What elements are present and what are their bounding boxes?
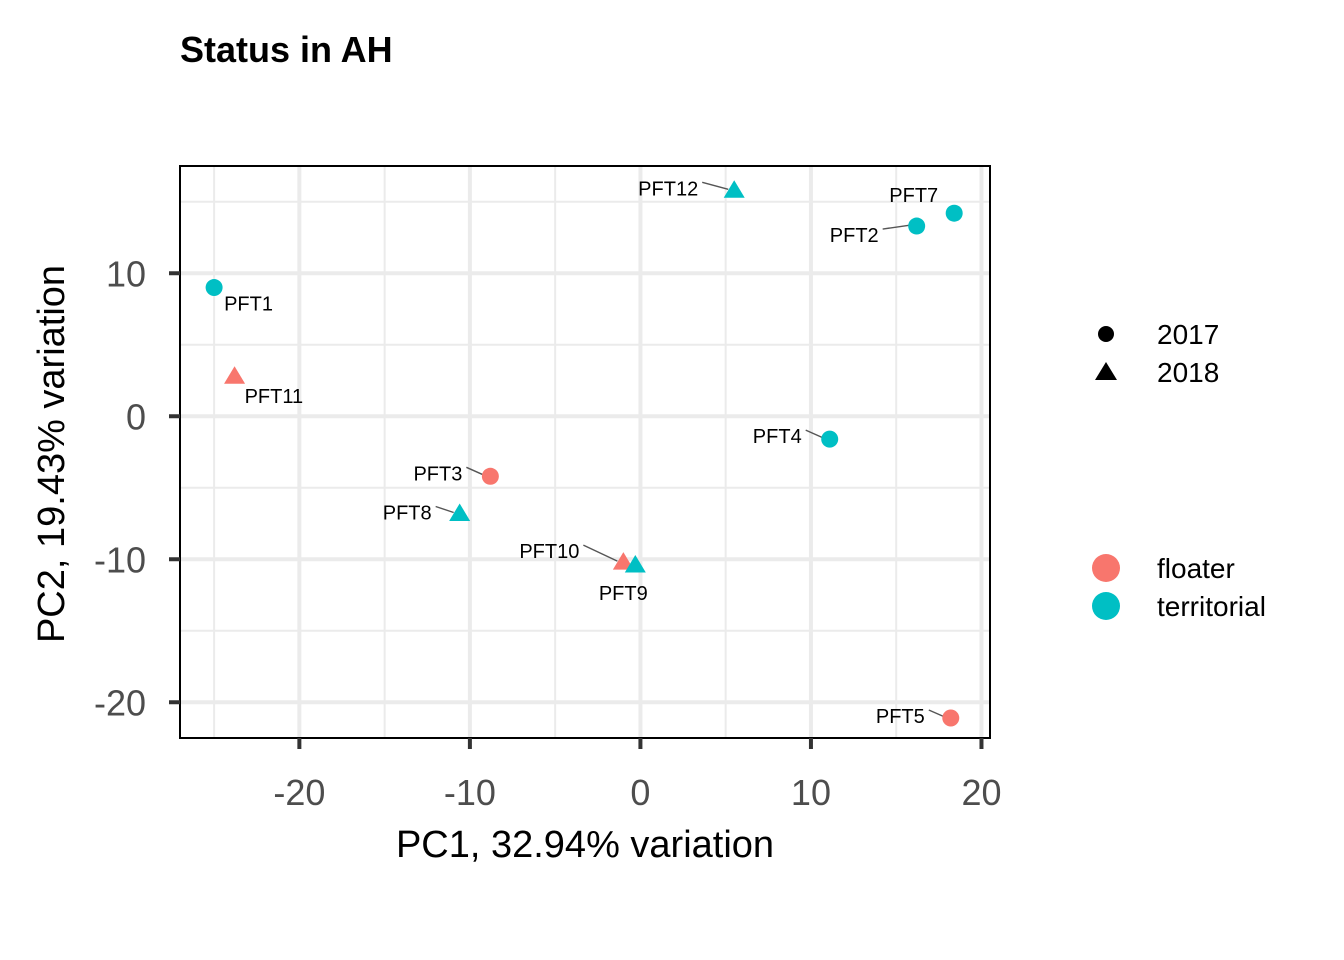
y-tick-label: -10 bbox=[94, 539, 146, 580]
point-pft10 bbox=[612, 552, 634, 570]
label-leader-lines bbox=[435, 181, 946, 718]
plot-panel-background bbox=[180, 166, 990, 738]
point-pft9 bbox=[624, 554, 646, 573]
legend-key-circle bbox=[1098, 326, 1114, 342]
x-tick-label: 0 bbox=[630, 772, 650, 813]
y-axis-title: PC2, 19.43% variation bbox=[31, 265, 73, 643]
legend: 2017 2018 floater territorial bbox=[1092, 319, 1266, 622]
x-tick-label: -10 bbox=[444, 772, 496, 813]
leader-pft4 bbox=[805, 429, 824, 439]
legend-key-floater bbox=[1092, 554, 1120, 582]
point-pft7 bbox=[945, 204, 963, 222]
leader-pft2 bbox=[882, 224, 911, 230]
y-tick-label: 0 bbox=[126, 396, 146, 437]
x-tick-label: 10 bbox=[791, 772, 831, 813]
point-pft1 bbox=[205, 279, 223, 297]
y-tick-label: -20 bbox=[94, 682, 146, 723]
legend-key-territorial bbox=[1092, 592, 1120, 620]
label-pft12: PFT12 bbox=[638, 178, 698, 200]
legend-label-status: floater bbox=[1157, 553, 1235, 584]
leader-pft12 bbox=[702, 181, 729, 190]
x-tick-label: -20 bbox=[273, 772, 325, 813]
label-pft2: PFT2 bbox=[830, 225, 879, 247]
legend-label-year: 2018 bbox=[1157, 357, 1219, 388]
point-pft2 bbox=[908, 217, 926, 235]
chart-title: Status in AH bbox=[180, 29, 393, 70]
point-pft5 bbox=[942, 709, 960, 727]
y-tick-label: 10 bbox=[106, 253, 146, 294]
leader-pft10 bbox=[583, 544, 618, 562]
point-labels: PFT1 PFT11 PFT3 PFT8 PFT10 PFT9 PFT12 PFT2 PFT7 P… bbox=[224, 178, 938, 728]
label-pft4: PFT4 bbox=[753, 426, 802, 448]
label-pft7: PFT7 bbox=[889, 185, 938, 207]
point-pft4 bbox=[821, 430, 839, 448]
point-pft12 bbox=[723, 180, 745, 198]
label-pft10: PFT10 bbox=[519, 541, 579, 563]
point-pft11 bbox=[224, 366, 246, 384]
legend-label-status: territorial bbox=[1157, 591, 1266, 622]
label-pft9: PFT9 bbox=[599, 583, 648, 605]
grid-lines bbox=[180, 166, 990, 738]
plot-panel-border bbox=[179, 165, 991, 739]
x-tick-label: 20 bbox=[961, 772, 1001, 813]
leader-pft5 bbox=[928, 709, 946, 718]
leader-pft3 bbox=[466, 466, 485, 476]
label-pft8: PFT8 bbox=[383, 502, 432, 524]
label-pft3: PFT3 bbox=[413, 463, 462, 485]
label-pft5: PFT5 bbox=[876, 706, 925, 728]
label-pft1: PFT1 bbox=[224, 294, 273, 316]
point-pft8 bbox=[449, 503, 471, 521]
x-axis-title: PC1, 32.94% variation bbox=[396, 824, 774, 866]
point-pft3 bbox=[481, 467, 499, 485]
legend-label-year: 2017 bbox=[1157, 319, 1219, 350]
plot-panel bbox=[180, 166, 990, 738]
label-pft11: PFT11 bbox=[245, 386, 304, 408]
axes: -20 -10 0 10 20 -20 -10 0 10 bbox=[94, 165, 1001, 813]
leader-pft8 bbox=[435, 505, 454, 514]
legend-key-triangle bbox=[1095, 362, 1117, 380]
data-points bbox=[205, 180, 963, 727]
